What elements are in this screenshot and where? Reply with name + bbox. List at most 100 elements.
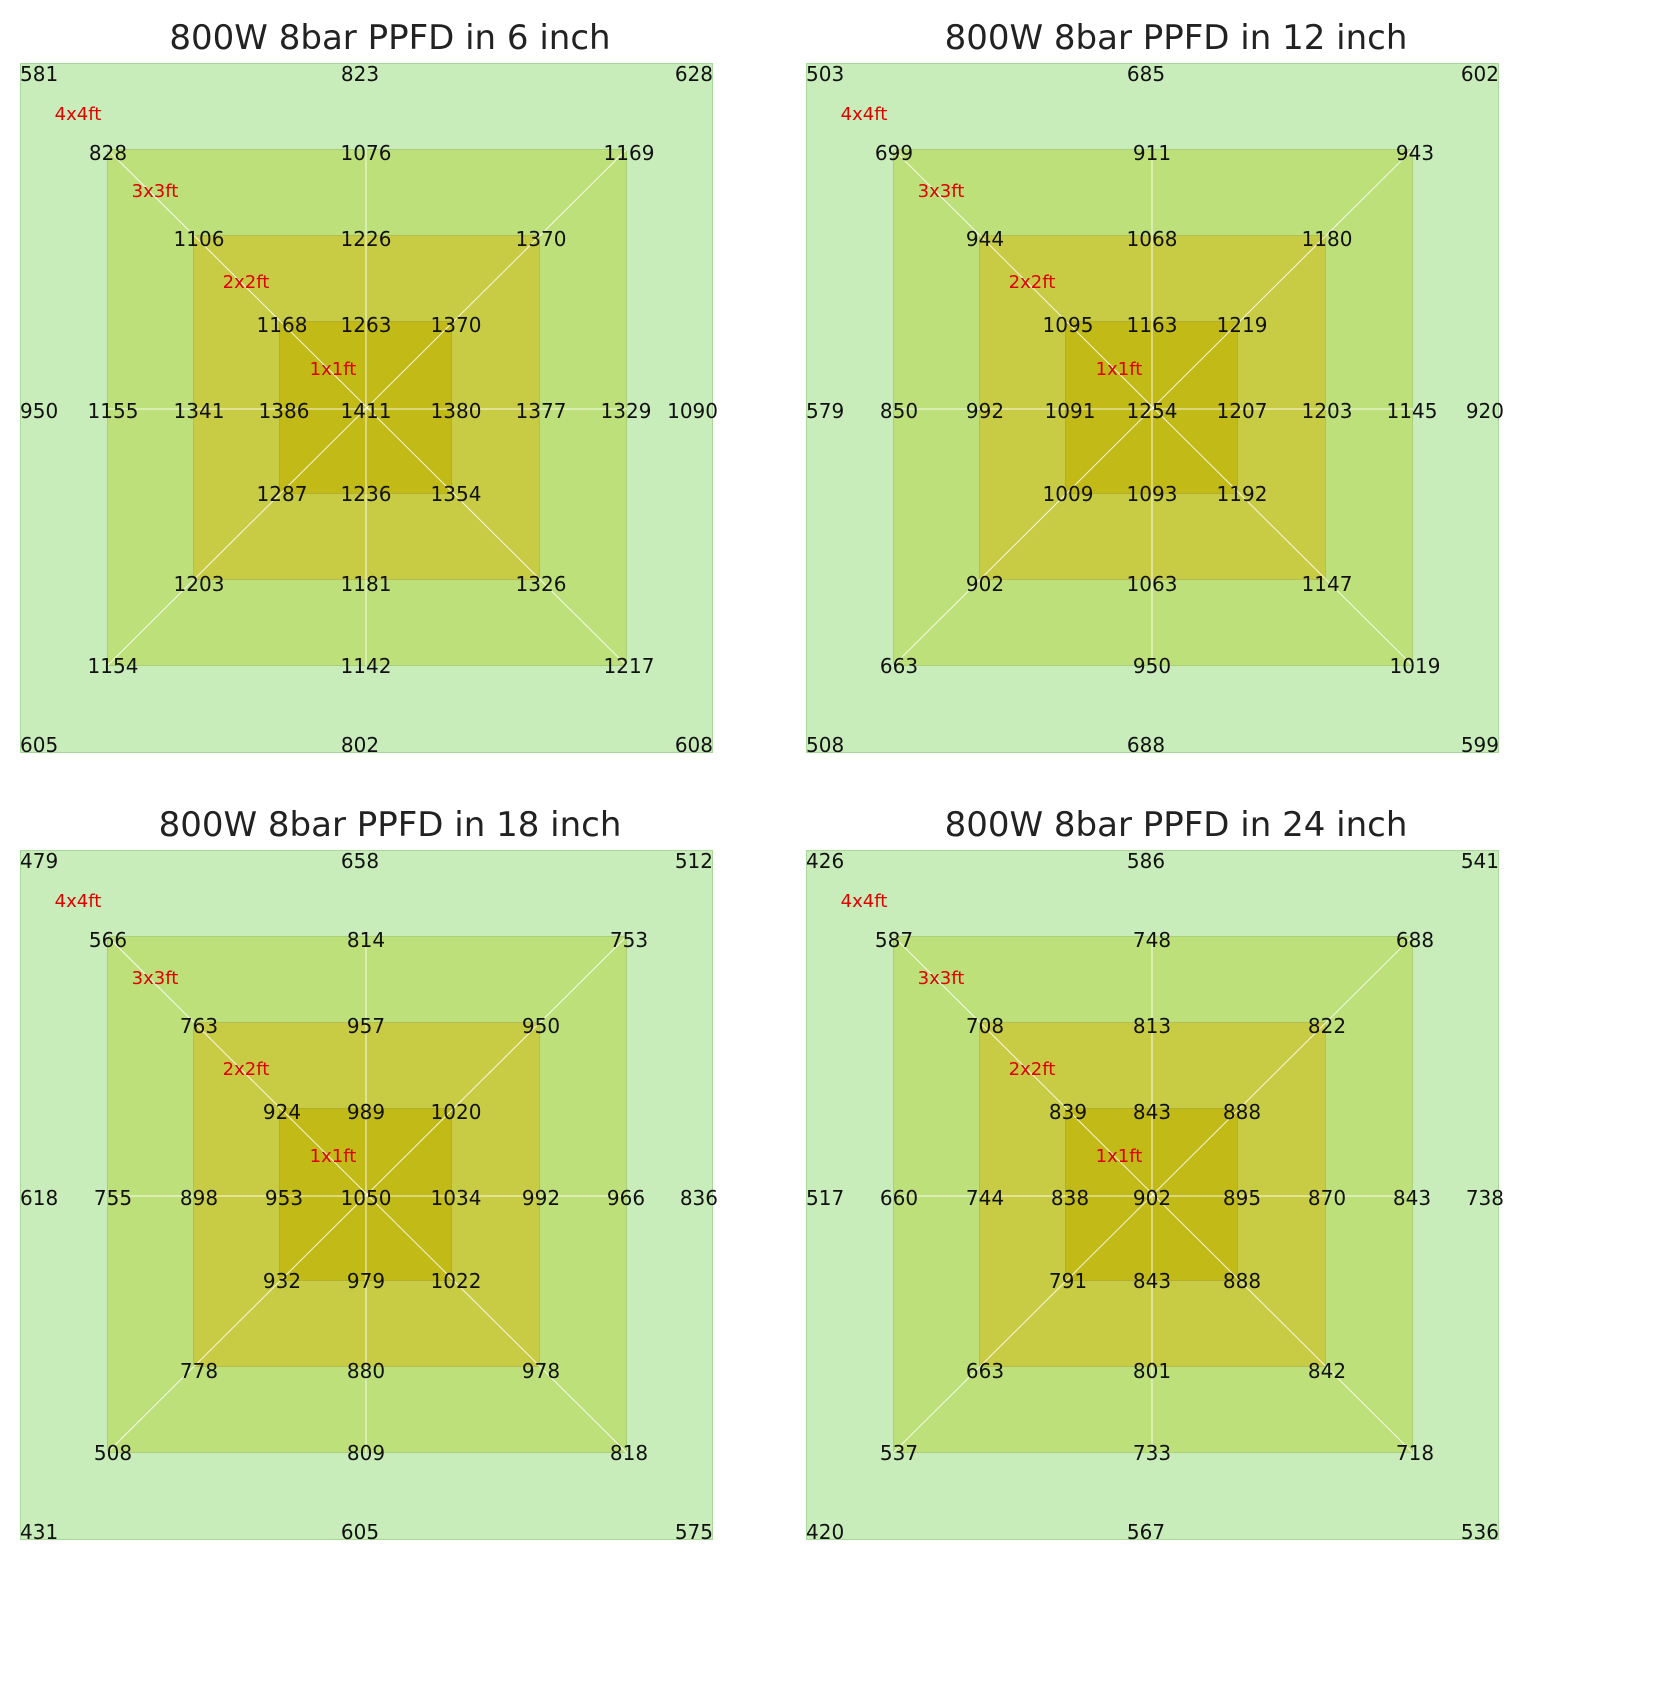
ppfd-value-ring4-tr: 512 bbox=[674, 849, 713, 873]
ppfd-value-ring1-bl: 791 bbox=[1048, 1269, 1088, 1293]
ppfd-value-ring4-bl: 508 bbox=[806, 733, 845, 757]
ppfd-value-ring1-top: 1263 bbox=[340, 313, 392, 337]
ppfd-value-ring3-tr: 753 bbox=[609, 928, 649, 952]
ppfd-value-ring3-left: 850 bbox=[879, 399, 919, 423]
ppfd-value-ring1-bottom: 1236 bbox=[340, 482, 392, 506]
ppfd-value-ring3-bl: 663 bbox=[879, 654, 919, 678]
ppfd-value-ring3-top: 814 bbox=[346, 928, 386, 952]
ppfd-value-ring4-left: 517 bbox=[806, 1186, 845, 1210]
ppfd-value-ring3-right: 1329 bbox=[600, 399, 652, 423]
ppfd-value-ring4-bl: 420 bbox=[806, 1520, 845, 1544]
ppfd-value-ring4-right: 836 bbox=[679, 1186, 718, 1210]
zone-label-1x1ft: 1x1ft bbox=[1095, 359, 1143, 380]
ppfd-value-ring4-left: 618 bbox=[20, 1186, 59, 1210]
ppfd-value-ring3-bl: 508 bbox=[93, 1441, 133, 1465]
ppfd-value-ring2-top: 957 bbox=[346, 1014, 386, 1038]
ppfd-value-ring2-tl: 763 bbox=[179, 1014, 219, 1038]
ppfd-value-ring2-tl: 944 bbox=[965, 227, 1005, 251]
ppfd-value-ring1-bl: 1287 bbox=[256, 482, 308, 506]
ppfd-value-ring4-tl: 479 bbox=[20, 849, 59, 873]
ppfd-value-ring1-br: 1022 bbox=[430, 1269, 482, 1293]
ppfd-value-ring2-left: 1341 bbox=[173, 399, 225, 423]
ppfd-value-ring2-right: 870 bbox=[1307, 1186, 1347, 1210]
ppfd-value-ring3-tr: 1169 bbox=[603, 141, 655, 165]
ppfd-panel-1: 800W 8bar PPFD in 6 inch 4x4ft 3x3ft 2x2ft 1… bbox=[20, 18, 800, 842]
ppfd-value-center: 1411 bbox=[340, 399, 392, 423]
ppfd-value-ring4-bl: 431 bbox=[20, 1520, 59, 1544]
zone-label-2x2ft: 2x2ft bbox=[1008, 272, 1056, 293]
panel-title: 800W 8bar PPFD in 12 inch bbox=[944, 18, 1408, 58]
zone-label-4x4ft: 4x4ft bbox=[54, 104, 102, 125]
ppfd-value-ring3-bl: 1154 bbox=[87, 654, 139, 678]
guide-lines bbox=[892, 935, 1414, 1454]
zone-label-1x1ft: 1x1ft bbox=[309, 359, 357, 380]
ppfd-value-ring2-tr: 950 bbox=[521, 1014, 561, 1038]
ppfd-value-ring1-br: 888 bbox=[1222, 1269, 1262, 1293]
ppfd-value-ring4-top: 658 bbox=[340, 849, 380, 873]
ppfd-value-ring3-left: 660 bbox=[879, 1186, 919, 1210]
ppfd-value-ring3-top: 911 bbox=[1132, 141, 1172, 165]
ppfd-value-ring4-bottom: 605 bbox=[340, 1520, 380, 1544]
ppfd-value-ring1-tr: 1370 bbox=[430, 313, 482, 337]
ppfd-value-ring4-br: 608 bbox=[674, 733, 713, 757]
ppfd-value-ring1-top: 843 bbox=[1132, 1100, 1172, 1124]
ppfd-value-ring4-tr: 602 bbox=[1460, 62, 1499, 86]
ppfd-value-ring2-tr: 1180 bbox=[1301, 227, 1353, 251]
ppfd-value-ring2-bl: 902 bbox=[965, 572, 1005, 596]
ppfd-value-ring3-br: 1019 bbox=[1389, 654, 1441, 678]
ppfd-value-ring2-bl: 663 bbox=[965, 1359, 1005, 1383]
ppfd-value-ring2-top: 1226 bbox=[340, 227, 392, 251]
ppfd-value-ring3-top: 748 bbox=[1132, 928, 1172, 952]
ppfd-value-ring4-bottom: 802 bbox=[340, 733, 380, 757]
ppfd-value-ring3-bottom: 950 bbox=[1132, 654, 1172, 678]
ppfd-value-ring4-right: 920 bbox=[1465, 399, 1504, 423]
zone-label-2x2ft: 2x2ft bbox=[1008, 1059, 1056, 1080]
ppfd-value-ring2-tl: 1106 bbox=[173, 227, 225, 251]
ppfd-value-ring3-tl: 587 bbox=[874, 928, 914, 952]
ppfd-value-ring2-right: 1377 bbox=[515, 399, 567, 423]
ppfd-value-ring3-right: 1145 bbox=[1386, 399, 1438, 423]
ppfd-value-ring4-br: 575 bbox=[674, 1520, 713, 1544]
ppfd-value-ring4-bl: 605 bbox=[20, 733, 59, 757]
panel-title: 800W 8bar PPFD in 18 inch bbox=[158, 805, 622, 845]
ppfd-value-ring1-right: 1380 bbox=[430, 399, 482, 423]
zone-label-3x3ft: 3x3ft bbox=[131, 181, 179, 202]
ppfd-value-ring2-br: 842 bbox=[1307, 1359, 1347, 1383]
ppfd-value-ring1-tl: 839 bbox=[1048, 1100, 1088, 1124]
ppfd-value-center: 1254 bbox=[1126, 399, 1178, 423]
ppfd-value-ring4-bottom: 567 bbox=[1126, 1520, 1166, 1544]
ppfd-value-ring2-tr: 1370 bbox=[515, 227, 567, 251]
ppfd-value-ring3-top: 1076 bbox=[340, 141, 392, 165]
ppfd-value-center: 1050 bbox=[340, 1186, 392, 1210]
ppfd-value-ring1-left: 1091 bbox=[1044, 399, 1096, 423]
ppfd-value-ring2-top: 1068 bbox=[1126, 227, 1178, 251]
ppfd-value-ring4-tr: 628 bbox=[674, 62, 713, 86]
ppfd-value-ring1-right: 1034 bbox=[430, 1186, 482, 1210]
zone-label-4x4ft: 4x4ft bbox=[840, 104, 888, 125]
ppfd-value-ring1-tl: 1095 bbox=[1042, 313, 1094, 337]
ppfd-value-ring4-left: 579 bbox=[806, 399, 845, 423]
ppfd-value-ring3-bottom: 733 bbox=[1132, 1441, 1172, 1465]
ppfd-value-ring4-tr: 541 bbox=[1460, 849, 1499, 873]
ppfd-value-ring2-bottom: 801 bbox=[1132, 1359, 1172, 1383]
panel-title: 800W 8bar PPFD in 6 inch bbox=[169, 18, 611, 58]
ppfd-value-ring3-br: 818 bbox=[609, 1441, 649, 1465]
zone-label-4x4ft: 4x4ft bbox=[840, 891, 888, 912]
ppfd-value-ring4-br: 536 bbox=[1460, 1520, 1499, 1544]
ppfd-value-ring2-left: 992 bbox=[965, 399, 1005, 423]
ppfd-value-ring4-br: 599 bbox=[1460, 733, 1499, 757]
ppfd-value-ring4-top: 685 bbox=[1126, 62, 1166, 86]
zone-label-4x4ft: 4x4ft bbox=[54, 891, 102, 912]
ppfd-value-ring2-bottom: 880 bbox=[346, 1359, 386, 1383]
ppfd-value-ring4-right: 1090 bbox=[667, 399, 718, 423]
ppfd-value-ring1-left: 1386 bbox=[258, 399, 310, 423]
ppfd-value-ring3-left: 1155 bbox=[87, 399, 139, 423]
ppfd-value-ring3-tl: 699 bbox=[874, 141, 914, 165]
ppfd-value-ring2-left: 898 bbox=[179, 1186, 219, 1210]
diagonal-guide-line-descending bbox=[106, 935, 628, 1454]
ppfd-value-ring1-bottom: 1093 bbox=[1126, 482, 1178, 506]
zone-label-2x2ft: 2x2ft bbox=[222, 272, 270, 293]
ppfd-value-ring3-tr: 688 bbox=[1395, 928, 1435, 952]
ppfd-value-ring2-left: 744 bbox=[965, 1186, 1005, 1210]
ppfd-value-ring1-br: 1354 bbox=[430, 482, 482, 506]
